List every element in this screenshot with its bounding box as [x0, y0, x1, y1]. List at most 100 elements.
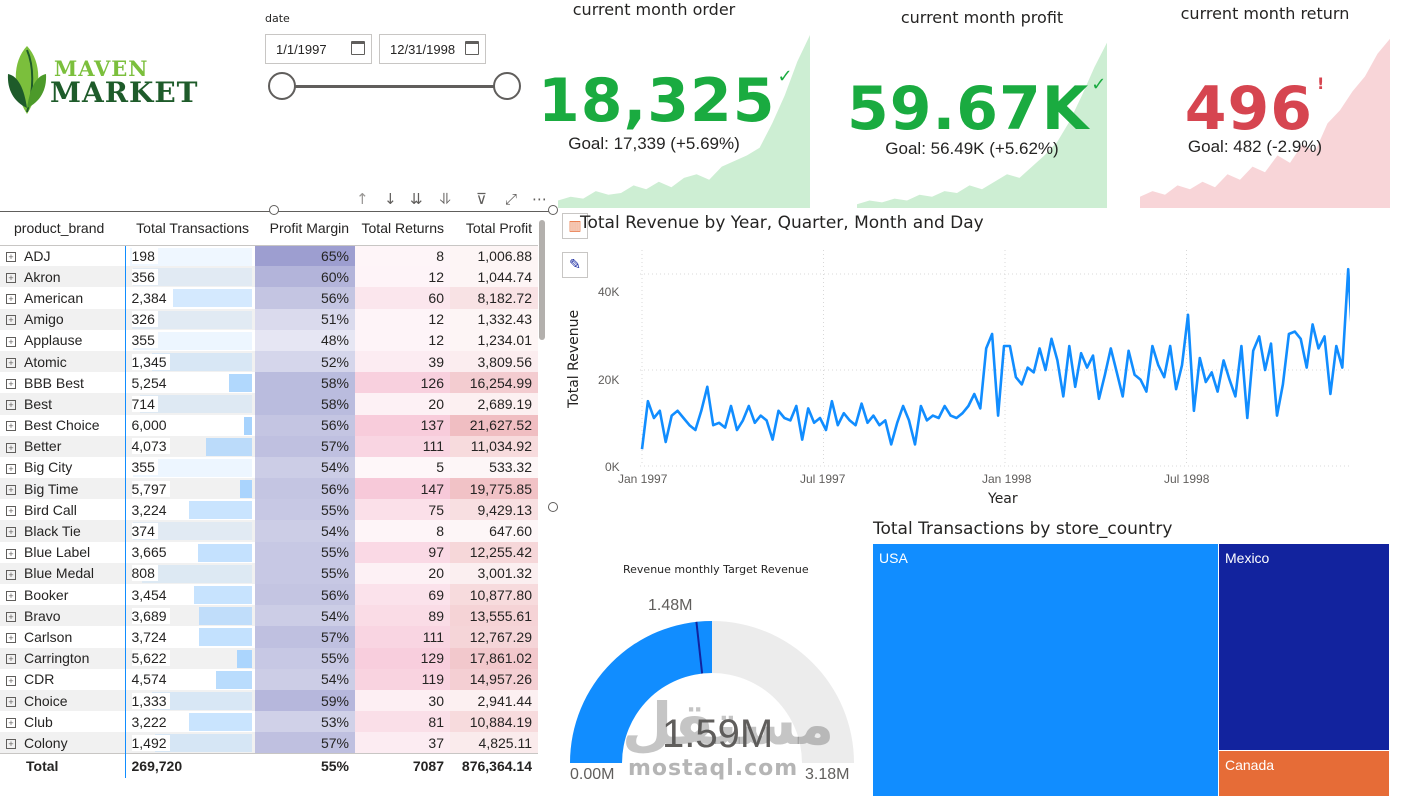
expand-icon[interactable]: +	[6, 590, 16, 601]
expand-icon[interactable]: +	[6, 675, 16, 686]
format-visual-icon[interactable]: ✎	[562, 252, 588, 278]
table-row[interactable]: + Best Choice 6,000 56% 137 21,627.52	[0, 414, 538, 436]
table-row[interactable]: + Best 714 58% 20 2,689.19	[0, 393, 538, 415]
expand-icon[interactable]: +	[6, 336, 16, 347]
sort-up-icon[interactable]: ↑	[356, 190, 369, 208]
gauge-min-label: 0.00M	[570, 766, 615, 783]
table-row[interactable]: + Carrington 5,622 55% 129 17,861.02	[0, 647, 538, 669]
header-total-returns[interactable]: Total Returns	[355, 212, 450, 246]
expand-icon[interactable]: +	[6, 696, 16, 707]
profit-cell: 19,775.85	[450, 478, 538, 500]
expand-icon[interactable]: +	[6, 484, 16, 495]
table-row[interactable]: + Blue Label 3,665 55% 97 12,255.42	[0, 541, 538, 563]
expand-icon[interactable]: +	[6, 442, 16, 453]
table-row[interactable]: + Colony 1,492 57% 37 4,825.11	[0, 732, 538, 754]
revenue-line-chart[interactable]	[590, 240, 1350, 500]
more-options-icon[interactable]: ⋯	[532, 190, 547, 208]
focus-mode-icon[interactable]: ⤢	[505, 190, 518, 208]
expand-icon[interactable]: +	[6, 252, 16, 263]
table-row[interactable]: + Black Tie 374 54% 8 647.60	[0, 520, 538, 542]
calendar-icon[interactable]	[465, 41, 479, 55]
table-row[interactable]: + Bird Call 3,224 55% 75 9,429.13	[0, 499, 538, 521]
kpi-current-month-return[interactable]: current month return 496! Goal: 482 (-2.…	[1140, 0, 1390, 208]
expand-icon[interactable]: +	[6, 400, 16, 411]
expand-icon[interactable]: +	[6, 738, 16, 749]
expand-icon[interactable]: +	[6, 612, 16, 623]
expand-icon[interactable]: +	[6, 379, 16, 390]
table-row[interactable]: + Blue Medal 808 55% 20 3,001.32	[0, 562, 538, 584]
transactions-cell: 4,574	[124, 668, 255, 690]
profit-margin-cell: 52%	[255, 350, 355, 373]
brand-cell: + Akron	[0, 266, 125, 288]
table-row[interactable]: + Choice 1,333 59% 30 2,941.44	[0, 689, 538, 712]
table-row[interactable]: + Akron 356 60% 12 1,044.74	[0, 266, 538, 288]
filter-icon[interactable]: ⊽	[476, 190, 487, 208]
brand-matrix-table[interactable]: product_brand Total Transactions Profit …	[0, 211, 553, 799]
transactions-cell: 5,622	[124, 647, 255, 669]
expand-icon[interactable]: +	[6, 357, 16, 368]
table-row[interactable]: + American 2,384 56% 60 8,182.72	[0, 287, 538, 309]
profit-margin-cell: 55%	[255, 562, 355, 584]
profit-cell: 12,255.42	[450, 541, 538, 563]
table-row[interactable]: + Carlson 3,724 57% 111 12,767.29	[0, 626, 538, 648]
table-scrollbar[interactable]	[539, 220, 545, 340]
profit-cell: 13,555.61	[450, 605, 538, 627]
revenue-series-line[interactable]	[640, 267, 1350, 450]
expand-icon[interactable]: +	[6, 654, 16, 665]
header-profit-margin[interactable]: Profit Margin	[255, 212, 355, 246]
expand-icon[interactable]: +	[6, 718, 16, 729]
table-row[interactable]: + ADJ 198 65% 8 1,006.88	[0, 245, 538, 267]
transactions-value: 2,384	[131, 289, 170, 306]
treemap-cell-mexico[interactable]: Mexico	[1218, 543, 1390, 751]
transactions-value: 3,689	[131, 607, 170, 624]
resize-handle[interactable]	[269, 205, 279, 215]
expand-icon[interactable]: +	[6, 569, 16, 580]
expand-icon[interactable]: +	[6, 548, 16, 559]
end-date-input[interactable]: 12/31/1998	[379, 34, 486, 64]
table-row[interactable]: + Big Time 5,797 56% 147 19,775.85	[0, 478, 538, 500]
start-date-input[interactable]: 1/1/1997	[265, 34, 372, 64]
expand-icon[interactable]: +	[6, 527, 16, 538]
table-row[interactable]: + CDR 4,574 54% 119 14,957.26	[0, 668, 538, 690]
treemap-cell-usa[interactable]: USA	[872, 543, 1219, 797]
brand-name: Blue Label	[24, 544, 91, 561]
kpi-current-month-profit[interactable]: current month profit 59.67K ✓ Goal: 56.49…	[847, 0, 1107, 208]
table-row[interactable]: + Big City 355 54% 5 533.32	[0, 456, 538, 479]
kpi-current-month-order[interactable]: current month order 18,325 ✓ Goal: 17,339…	[538, 0, 810, 208]
maven-market-logo: MAVEN MARKET	[4, 44, 219, 119]
expand-icon[interactable]: +	[6, 506, 16, 517]
expand-icon[interactable]: +	[6, 463, 16, 474]
date-range-slider-track[interactable]	[282, 85, 507, 88]
expand-icon[interactable]: +	[6, 315, 16, 326]
table-row[interactable]: + Applause 355 48% 12 1,234.01	[0, 329, 538, 351]
slider-end-handle[interactable]	[493, 72, 521, 100]
drill-chart-icon[interactable]: ▥	[562, 213, 588, 239]
table-row[interactable]: + BBB Best 5,254 58% 126 16,254.99	[0, 372, 538, 394]
revenue-target-gauge[interactable]	[562, 585, 862, 795]
header-total-transactions[interactable]: Total Transactions	[125, 212, 255, 246]
transactions-data-bar	[197, 543, 252, 562]
expand-all-icon[interactable]: ⥥	[440, 190, 451, 208]
header-total-profit[interactable]: Total Profit	[450, 212, 538, 246]
treemap-cell-canada[interactable]: Canada	[1218, 750, 1390, 797]
header-product-brand[interactable]: product_brand	[0, 212, 125, 246]
table-row[interactable]: + Better 4,073 57% 111 11,034.92	[0, 435, 538, 457]
table-row[interactable]: + Booker 3,454 56% 69 10,877.80	[0, 584, 538, 606]
resize-handle[interactable]	[548, 205, 558, 215]
table-row[interactable]: + Atomic 1,345 52% 39 3,809.56	[0, 350, 538, 373]
drill-down-icon[interactable]: ↓	[384, 190, 397, 208]
calendar-icon[interactable]	[351, 41, 365, 55]
table-row[interactable]: + Bravo 3,689 54% 89 13,555.61	[0, 605, 538, 627]
slider-start-handle[interactable]	[268, 72, 296, 100]
table-row[interactable]: + Amigo 326 51% 12 1,332.43	[0, 308, 538, 330]
expand-icon[interactable]: +	[6, 421, 16, 432]
expand-icon[interactable]: +	[6, 633, 16, 644]
expand-icon[interactable]: +	[6, 294, 16, 305]
brand-name: Best	[24, 395, 53, 412]
table-row[interactable]: + Club 3,222 53% 81 10,884.19	[0, 711, 538, 733]
resize-handle[interactable]	[548, 502, 558, 512]
profit-margin-cell: 48%	[255, 329, 355, 351]
kpi-value: 59.67K ✓	[847, 74, 1108, 144]
next-level-icon[interactable]: ⇊	[410, 190, 423, 208]
expand-icon[interactable]: +	[6, 273, 16, 284]
